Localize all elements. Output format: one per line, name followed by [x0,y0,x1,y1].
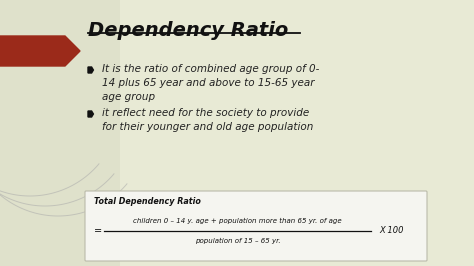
Text: 14 plus 65 year and above to 15-65 year: 14 plus 65 year and above to 15-65 year [102,78,315,88]
Text: age group: age group [102,92,155,102]
Bar [0,0,120,266]
Text: it reflect need for the society to provide: it reflect need for the society to provi… [102,108,309,118]
Text: Dependency Ratio: Dependency Ratio [88,21,288,40]
Text: =: = [94,226,102,236]
Text: It is the ratio of combined age group of 0-: It is the ratio of combined age group of… [102,64,319,74]
Text: children 0 – 14 y. age + population more than 65 yr. of age: children 0 – 14 y. age + population more… [133,218,342,224]
Text: population of 15 – 65 yr.: population of 15 – 65 yr. [195,238,280,244]
Polygon shape [0,36,80,66]
FancyBboxPatch shape [85,191,427,261]
Text: Total Dependency Ratio: Total Dependency Ratio [94,197,201,206]
Text: for their younger and old age population: for their younger and old age population [102,122,313,132]
Text: X 100: X 100 [379,226,403,235]
Polygon shape [88,111,93,117]
Polygon shape [88,67,93,73]
